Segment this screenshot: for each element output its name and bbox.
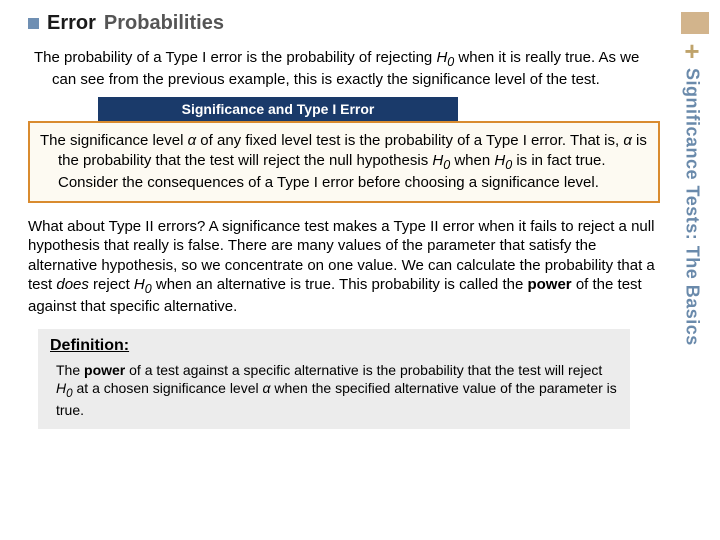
sidebar: + Significance Tests: The Basics: [672, 12, 712, 432]
corner-square-icon: [681, 12, 709, 34]
definition-body: The power of a test against a specific a…: [56, 361, 618, 419]
para2-does: does: [56, 276, 89, 293]
title-row: Error Probabilities: [28, 12, 660, 35]
slide: Error Probabilities The probability of a…: [0, 0, 720, 540]
callout-alpha-2: α: [623, 132, 632, 149]
def-h0: H0: [56, 380, 73, 396]
definition-title: Definition:: [50, 337, 618, 355]
para1-a: The probability of a Type I error is the…: [34, 49, 436, 66]
callout-h0-2: H0: [494, 152, 512, 169]
title-rest: Probabilities: [104, 12, 224, 35]
title-bold: Error: [47, 12, 96, 35]
plus-icon: +: [684, 38, 699, 64]
callout-alpha-1: α: [188, 132, 197, 149]
def-c: at a chosen significance level: [73, 380, 263, 396]
definition-box: Definition: The power of a test against …: [38, 329, 630, 429]
para2-power: power: [527, 276, 571, 293]
type2-paragraph: What about Type II errors? A significanc…: [28, 217, 660, 317]
def-power: power: [84, 362, 125, 378]
callout-b: of any fixed level test is the probabili…: [196, 132, 623, 149]
bullet-square-icon: [28, 18, 39, 29]
banner-heading: Significance and Type I Error: [98, 97, 458, 121]
def-b: of a test against a specific alternative…: [125, 362, 602, 378]
para2-h0: H0: [134, 276, 152, 293]
para2-c: when an alternative is true. This probab…: [152, 276, 528, 293]
def-a: The: [56, 362, 84, 378]
para1-h0: H0: [436, 49, 454, 66]
para2-b: reject: [89, 276, 134, 293]
callout-h0-1: H0: [432, 152, 450, 169]
callout-box: The significance level α of any fixed le…: [28, 121, 660, 202]
intro-paragraph: The probability of a Type I error is the…: [34, 49, 660, 89]
sidebar-vertical-text: Significance Tests: The Basics: [682, 68, 703, 346]
callout-d: when: [450, 152, 494, 169]
callout-a: The significance level: [40, 132, 188, 149]
